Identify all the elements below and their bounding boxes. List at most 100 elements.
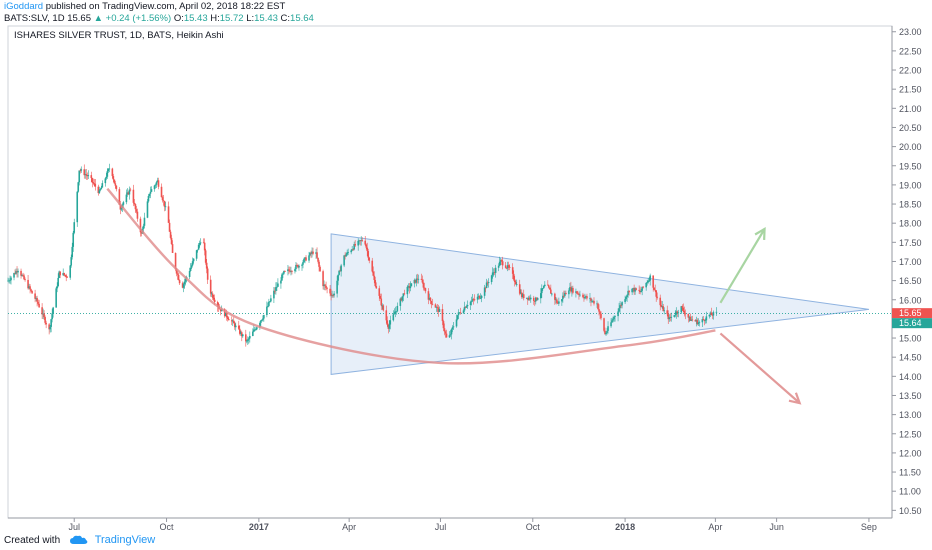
candle-body[interactable] [189, 267, 192, 272]
candle-body[interactable] [368, 257, 371, 261]
candle-body[interactable] [315, 252, 317, 254]
candle-body[interactable] [484, 287, 487, 289]
candle-body[interactable] [226, 317, 229, 320]
candle-body[interactable] [712, 312, 715, 316]
candle-body[interactable] [536, 298, 539, 300]
candle-body[interactable] [146, 201, 149, 218]
candle-body[interactable] [289, 270, 291, 272]
candle-body[interactable] [310, 252, 312, 254]
candle-body[interactable] [198, 243, 201, 245]
candle-body[interactable] [703, 319, 706, 321]
candle-body[interactable] [463, 306, 466, 311]
candle-body[interactable] [178, 280, 181, 284]
candle-body[interactable] [421, 279, 424, 283]
candle-body[interactable] [571, 287, 573, 292]
candle-body[interactable] [23, 275, 25, 280]
candle-body[interactable] [473, 299, 476, 301]
candle-body[interactable] [87, 175, 90, 177]
candle-body[interactable] [291, 271, 293, 272]
candle-body[interactable] [273, 290, 275, 299]
candle-body[interactable] [298, 265, 300, 268]
candle-body[interactable] [597, 303, 599, 310]
candle-body[interactable] [373, 275, 376, 281]
candle-body[interactable] [513, 279, 516, 283]
candle-body[interactable] [470, 300, 473, 302]
candle-body[interactable] [249, 335, 251, 339]
candle-body[interactable] [277, 283, 279, 287]
candle-body[interactable] [501, 261, 504, 266]
candle-body[interactable] [149, 191, 152, 194]
candle-body[interactable] [294, 269, 296, 272]
candle-body[interactable] [568, 290, 570, 295]
candle-body[interactable] [535, 297, 538, 300]
candle-body[interactable] [108, 168, 111, 170]
candle-body[interactable] [647, 280, 649, 283]
candle-body[interactable] [508, 267, 511, 268]
candle-body[interactable] [148, 193, 151, 197]
candle-body[interactable] [638, 289, 640, 291]
candle-body[interactable] [534, 297, 537, 302]
candle-body[interactable] [427, 291, 430, 300]
candle-body[interactable] [212, 297, 215, 300]
candle-body[interactable] [385, 310, 388, 321]
candle-body[interactable] [611, 320, 613, 323]
candle-body[interactable] [330, 293, 332, 296]
candle-body[interactable] [399, 298, 402, 306]
candle-body[interactable] [543, 286, 545, 289]
candle-body[interactable] [344, 255, 346, 257]
candle-body[interactable] [287, 269, 289, 272]
candle-body[interactable] [248, 338, 250, 340]
candle-body[interactable] [302, 262, 304, 265]
candle-body[interactable] [386, 320, 389, 325]
candle-body[interactable] [203, 242, 206, 251]
candle-body[interactable] [635, 288, 637, 290]
candle-body[interactable] [659, 297, 662, 306]
candle-body[interactable] [654, 289, 656, 291]
candle-body[interactable] [261, 319, 263, 321]
candle-body[interactable] [435, 306, 438, 308]
candle-body[interactable] [372, 271, 375, 276]
candle-body[interactable] [225, 312, 228, 318]
candle-body[interactable] [268, 301, 270, 306]
candle-body[interactable] [562, 295, 564, 300]
candle-body[interactable] [253, 329, 255, 332]
candle-body[interactable] [13, 272, 15, 278]
candle-body[interactable] [452, 326, 455, 328]
candle-body[interactable] [683, 310, 686, 314]
candle-body[interactable] [73, 222, 76, 233]
candle-body[interactable] [345, 254, 347, 257]
candle-body[interactable] [14, 272, 16, 274]
candle-body[interactable] [134, 204, 137, 210]
candle-body[interactable] [492, 272, 495, 274]
candle-body[interactable] [275, 287, 277, 291]
candle-body[interactable] [704, 320, 707, 322]
candle-body[interactable] [43, 313, 45, 318]
candle-body[interactable] [667, 314, 670, 320]
candle-body[interactable] [77, 182, 80, 192]
candle-body[interactable] [72, 232, 75, 247]
candle-body[interactable] [612, 319, 614, 321]
candle-body[interactable] [85, 174, 88, 176]
candle-body[interactable] [698, 322, 701, 324]
candle-body[interactable] [125, 194, 128, 203]
candle-body[interactable] [252, 331, 254, 336]
candle-body[interactable] [661, 306, 664, 307]
candle-body[interactable] [319, 266, 321, 272]
candle-body[interactable] [498, 261, 501, 266]
candle-body[interactable] [442, 321, 445, 329]
candle-body[interactable] [197, 244, 200, 250]
candle-body[interactable] [677, 312, 680, 314]
candle-body[interactable] [619, 305, 621, 309]
candle-body[interactable] [709, 312, 712, 315]
candle-body[interactable] [343, 255, 345, 266]
candle-body[interactable] [329, 288, 331, 294]
candle-body[interactable] [227, 319, 230, 321]
candle-body[interactable] [99, 189, 102, 191]
candle-body[interactable] [462, 310, 465, 314]
candle-body[interactable] [576, 291, 578, 294]
candle-body[interactable] [514, 282, 517, 285]
candle-body[interactable] [458, 312, 461, 314]
candle-body[interactable] [599, 311, 601, 314]
candle-body[interactable] [245, 334, 247, 342]
candle-body[interactable] [365, 244, 368, 248]
